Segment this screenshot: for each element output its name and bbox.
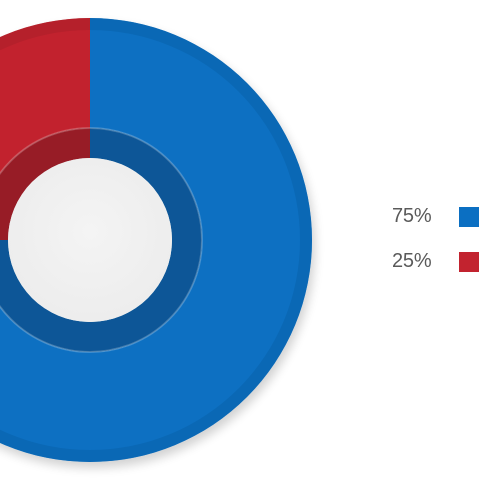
- slice-bevel-red: [0, 128, 90, 240]
- slice-bevel-blue: [0, 128, 202, 352]
- legend-item-blue: 75%: [392, 203, 480, 229]
- slice-layer: [0, 18, 312, 462]
- donut-hole: [8, 158, 172, 322]
- legend-swatch-blue: [459, 207, 479, 227]
- legend-item-red: 25%: [392, 248, 480, 274]
- bevel-edge: [0, 127, 203, 353]
- legend-label-red: 25%: [392, 250, 432, 272]
- slice-blue: [0, 18, 312, 462]
- slice-red: [0, 18, 90, 174]
- chart-legend: 75% 25%: [392, 203, 480, 293]
- legend-label-blue: 75%: [392, 205, 432, 227]
- slice-rim-red: [0, 18, 90, 51]
- legend-swatch-red: [459, 252, 479, 272]
- overlay-layer: [0, 18, 312, 462]
